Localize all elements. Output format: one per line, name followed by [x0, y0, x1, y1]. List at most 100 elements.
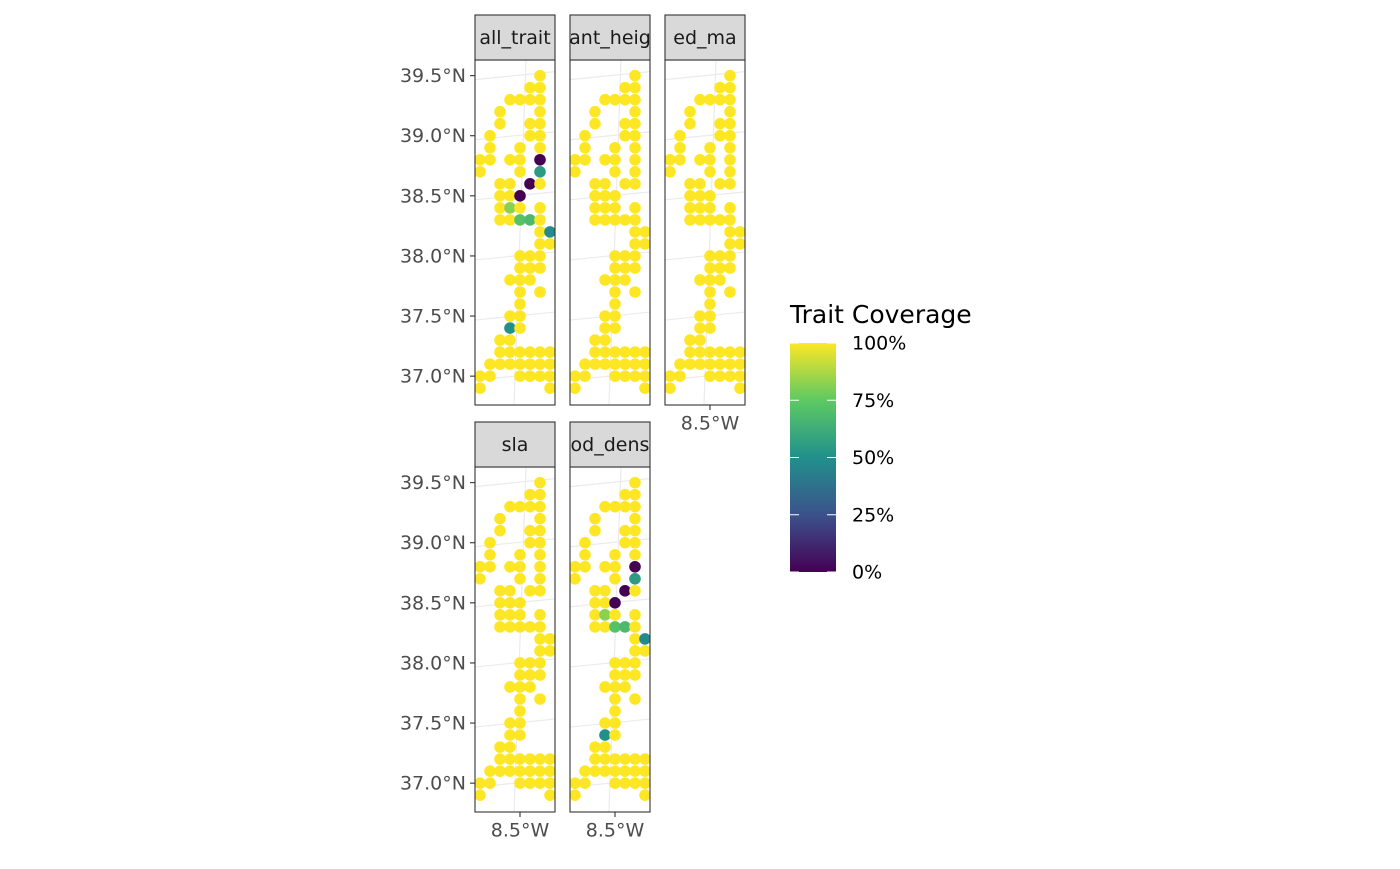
point: [514, 548, 526, 561]
point: [629, 178, 641, 190]
point: [704, 165, 716, 178]
point: [629, 165, 641, 178]
y-tick-label: 38.0°N: [400, 652, 466, 674]
point: [714, 178, 726, 190]
point: [629, 633, 641, 645]
point: [684, 178, 696, 190]
point: [609, 190, 621, 202]
point: [494, 597, 506, 609]
point: [639, 765, 650, 777]
y-tick-label: 37.0°N: [400, 773, 466, 795]
point: [524, 93, 536, 106]
point: [524, 488, 536, 501]
point: [589, 346, 601, 358]
point: [524, 777, 536, 789]
point: [534, 548, 546, 561]
point: [629, 238, 641, 250]
point: [674, 141, 686, 154]
point: [544, 753, 555, 765]
point: [579, 777, 591, 789]
point: [609, 777, 621, 789]
point: [629, 286, 641, 298]
point: [589, 358, 601, 370]
point: [534, 585, 546, 597]
point: [599, 717, 611, 729]
point: [514, 572, 526, 585]
point: [629, 346, 641, 358]
point: [494, 346, 506, 358]
point: [494, 621, 506, 633]
point: [704, 274, 716, 286]
point: [534, 214, 546, 226]
point: [504, 717, 516, 729]
point: [704, 93, 716, 106]
point: [544, 789, 555, 801]
point: [665, 382, 676, 394]
point: [579, 560, 591, 573]
point: [724, 238, 736, 250]
point: [494, 178, 506, 190]
point: [534, 370, 546, 382]
point: [639, 358, 650, 370]
point: [694, 190, 706, 202]
point: [694, 358, 706, 370]
point: [494, 753, 506, 765]
point: [589, 741, 601, 753]
point: [514, 310, 526, 322]
point: [609, 358, 621, 370]
point: [524, 657, 536, 669]
point: [534, 202, 546, 214]
point: [534, 488, 546, 501]
point: [514, 560, 526, 573]
point: [484, 141, 496, 154]
point: [724, 286, 736, 298]
point: [609, 693, 621, 705]
point: [704, 214, 716, 226]
point: [570, 370, 581, 382]
point: [629, 141, 641, 154]
point: [504, 274, 516, 286]
point: [694, 346, 706, 358]
point: [504, 322, 516, 334]
point: [609, 153, 621, 166]
point: [609, 165, 621, 178]
y-tick-label: 37.0°N: [400, 366, 466, 388]
point: [514, 693, 526, 705]
point: [704, 286, 716, 298]
point: [579, 548, 591, 561]
point: [639, 226, 650, 238]
point: [704, 310, 716, 322]
point: [534, 346, 546, 358]
point: [609, 322, 621, 334]
point: [619, 214, 631, 226]
point: [534, 777, 546, 789]
point: [724, 226, 736, 238]
point: [714, 358, 726, 370]
point: [524, 753, 536, 765]
point: [724, 178, 736, 190]
point: [629, 81, 641, 94]
point: [629, 250, 641, 262]
point: [629, 524, 641, 537]
y-tick-label: 38.5°N: [400, 185, 466, 207]
point: [534, 105, 546, 118]
point: [504, 765, 516, 777]
point: [514, 322, 526, 334]
point: [524, 274, 536, 286]
point: [514, 657, 526, 669]
point: [609, 346, 621, 358]
point: [609, 705, 621, 717]
point: [674, 153, 686, 166]
point: [609, 202, 621, 214]
point: [684, 214, 696, 226]
point: [609, 298, 621, 310]
point: [619, 681, 631, 693]
point: [589, 512, 601, 525]
point: [534, 93, 546, 106]
point: [599, 93, 611, 106]
point: [524, 129, 536, 142]
point: [629, 226, 641, 238]
point: [494, 765, 506, 777]
point: [724, 141, 736, 154]
point: [484, 153, 496, 166]
